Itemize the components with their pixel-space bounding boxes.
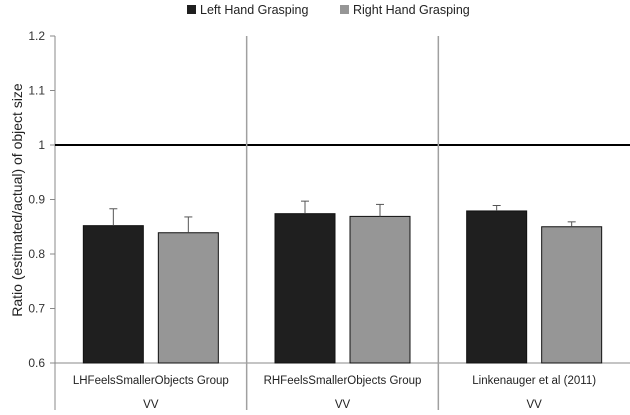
y-tick-label: 0.9 (28, 193, 45, 207)
y-axis-label: Ratio (estimated/actual) of object size (9, 83, 25, 317)
bar (274, 213, 336, 364)
bar (349, 215, 411, 364)
group-label: VV (335, 399, 351, 411)
group-label: VV (143, 399, 159, 411)
category-label: Linkenauger et al (2011) (472, 375, 596, 387)
group-label: VV (526, 399, 542, 411)
legend-swatch-right-hand (340, 5, 349, 14)
legend-swatch-left-hand (187, 5, 196, 14)
axis-labels: 0.6 0.7 0.8 0.9 1 1.1 1.2 LHFeelsSmallerObjects… (28, 29, 596, 411)
y-tick-label: 1 (38, 138, 45, 152)
legend-label-left-hand: Left Hand Grasping (200, 3, 308, 17)
y-tick-label: 1.1 (28, 84, 45, 98)
bar (157, 232, 219, 364)
y-tick-label: 0.8 (28, 247, 45, 261)
legend: Left Hand Grasping Right Hand Grasping (187, 3, 470, 17)
y-tick-label: 1.2 (28, 29, 45, 43)
bar (466, 210, 528, 364)
category-label: LHFeelsSmallerObjects Group (73, 375, 229, 387)
plot-area (50, 35, 630, 410)
category-label: RHFeelsSmallerObjects Group (264, 375, 422, 387)
bar-series (82, 200, 603, 364)
legend-label-right-hand: Right Hand Grasping (353, 3, 470, 17)
bar (82, 225, 144, 364)
bar (541, 226, 603, 364)
y-tick-label: 0.6 (28, 356, 45, 370)
y-tick-label: 0.7 (28, 302, 45, 316)
